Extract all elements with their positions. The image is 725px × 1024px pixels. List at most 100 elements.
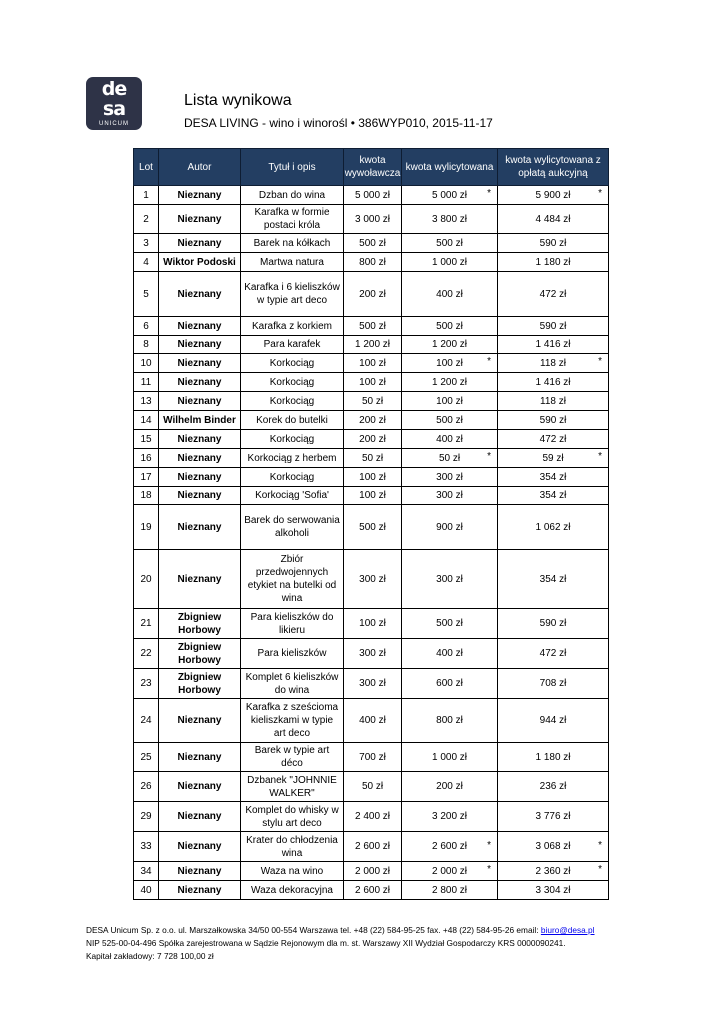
cell-wywolawcza: 1 200 zł (343, 335, 402, 354)
cell-lot: 18 (133, 486, 159, 505)
table-row: 13 Nieznany Korkociąg 50 zł 100 zł 118 zł (133, 391, 609, 411)
cell-wywolawcza: 100 zł (343, 608, 402, 639)
z-oplata-text: 590 zł (539, 237, 567, 249)
table-header-row: Lot Autor Tytuł i opis kwota wywoławcza … (133, 148, 609, 186)
tytul-text: Dzban do wina (258, 189, 326, 201)
cell-wywolawcza: 2 400 zł (343, 801, 402, 832)
cell-tytul: Korkociąg (240, 429, 344, 449)
cell-tytul: Para karafek (240, 335, 344, 354)
cell-autor: Zbigniew Horbowy (158, 638, 241, 669)
page-subtitle: DESA LIVING - wino i winorośl • 386WYP01… (184, 116, 493, 130)
lot-text: 14 (140, 414, 152, 426)
wywolawcza-text: 2 400 zł (354, 811, 391, 822)
page-title: Lista wynikowa (184, 92, 292, 109)
wylicytowana-text: 800 zł (436, 715, 463, 726)
cell-autor: Nieznany (158, 771, 241, 802)
autor-text: Nieznany (177, 357, 222, 369)
autor-text: Nieznany (177, 452, 222, 464)
cell-wylicytowana: 300 zł (401, 486, 498, 505)
autor-text: Nieznany (177, 395, 222, 407)
z-oplata-text: 944 zł (539, 715, 567, 726)
wylicytowana-text: 600 zł (436, 678, 463, 689)
wylicytowana-text: 1 000 zł (431, 256, 468, 268)
cell-autor: Nieznany (158, 698, 241, 743)
cell-autor: Nieznany (158, 335, 241, 354)
cell-wywolawcza: 50 zł (343, 391, 402, 411)
lot-text: 13 (140, 395, 152, 407)
cell-autor: Nieznany (158, 486, 241, 505)
cell-lot: 15 (133, 429, 159, 449)
wylicytowana-text: 500 zł (436, 618, 463, 629)
cell-wylicytowana: 1 000 zł (401, 252, 498, 272)
lot-text: 17 (140, 471, 152, 483)
table-row: 26 Nieznany Dzbanek "JOHNNIE WALKER" 50 zł 2… (133, 771, 609, 802)
cell-autor: Nieznany (158, 861, 241, 881)
lot-text: 40 (140, 884, 152, 896)
wywolawcza-text: 200 zł (359, 414, 386, 426)
cell-wylicytowana: 1 200 zł (401, 372, 498, 392)
wylicytowana-text: 1 000 zł (431, 751, 468, 763)
cell-wywolawcza: 300 zł (343, 638, 402, 669)
cell-lot: 16 (133, 448, 159, 468)
wylicytowana-text: 3 800 zł (431, 213, 468, 225)
cell-wywolawcza: 200 zł (343, 429, 402, 449)
header-tytul: Tytuł i opis (240, 148, 344, 186)
wywolawcza-text: 2 600 zł (354, 841, 391, 852)
email-link[interactable]: biuro@desa.pl (540, 925, 595, 935)
cell-tytul: Karafka z sześcioma kieliszkami w typie … (240, 698, 344, 743)
autor-text: Nieznany (177, 573, 222, 585)
cell-lot: 1 (133, 185, 159, 205)
tytul-text: Korek do butelki (256, 414, 328, 426)
cell-wywolawcza: 500 zł (343, 316, 402, 336)
table-row: 21 Zbigniew Horbowy Para kieliszków do lik… (133, 608, 609, 639)
cell-tytul: Para kieliszków do likieru (240, 608, 344, 639)
cell-tytul: Komplet 6 kieliszków do wina (240, 668, 344, 699)
wylicytowana-text: 400 zł (436, 288, 463, 300)
lot-text: 15 (140, 433, 152, 445)
wylicytowana-text: 500 zł (436, 414, 463, 426)
cell-wywolawcza: 50 zł (343, 771, 402, 802)
wywolawcza-text: 300 zł (359, 678, 386, 689)
cell-tytul: Komplet do whisky w stylu art deco (240, 801, 344, 832)
cell-z-oplata: 3 304 zł (497, 880, 609, 900)
cell-wylicytowana: 400 zł (401, 638, 498, 669)
table-row: 11 Nieznany Korkociąg 100 zł 1 200 zł 1 416 z… (133, 372, 609, 392)
table-row: 17 Nieznany Korkociąg 100 zł 300 zł 354 zł (133, 467, 609, 487)
lot-text: 29 (140, 811, 152, 822)
cell-z-oplata: 236 zł (497, 771, 609, 802)
tytul-text: Krater do chłodzenia wina (246, 834, 338, 859)
autor-text: Nieznany (177, 490, 222, 501)
cell-wywolawcza: 300 zł (343, 549, 402, 609)
table-row: 20 Nieznany Zbiór przedwojennych etykiet n… (133, 549, 609, 609)
cell-autor: Nieznany (158, 831, 241, 862)
cell-wywolawcza: 100 zł (343, 486, 402, 505)
tytul-text: Korkociąg (269, 376, 315, 388)
cell-lot: 2 (133, 204, 159, 234)
wywolawcza-text: 50 zł (361, 452, 384, 464)
table-row: 19 Nieznany Barek do serwowania alkoholi 50… (133, 504, 609, 550)
cell-wywolawcza: 500 zł (343, 233, 402, 253)
cell-wywolawcza: 300 zł (343, 668, 402, 699)
tytul-text: Karafka z korkiem (251, 320, 333, 332)
cell-z-oplata: 354 zł (497, 549, 609, 609)
header-lot: Lot (133, 148, 159, 186)
wylicytowana-text: 300 zł (436, 471, 463, 483)
results-table: Lot Autor Tytuł i opis kwota wywoławcza … (133, 148, 609, 900)
table-row: 4 Wiktor Podoski Martwa natura 800 zł 1 000 … (133, 252, 609, 272)
cell-wylicytowana: 2 800 zł (401, 880, 498, 900)
autor-text: Nieznany (177, 841, 222, 852)
autor-text: Nieznany (177, 189, 222, 201)
cell-wylicytowana: 300 zł (401, 549, 498, 609)
star-marker: * (487, 864, 491, 876)
star-marker: * (598, 188, 602, 200)
cell-z-oplata: 1 062 zł (497, 504, 609, 550)
cell-tytul: Korek do butelki (240, 410, 344, 430)
z-oplata-text: 590 zł (539, 414, 567, 426)
table-row: 5 Nieznany Karafka i 6 kieliszków w typie … (133, 271, 609, 317)
wylicytowana-text: 900 zł (436, 521, 463, 533)
autor-text: Zbigniew Horbowy (177, 611, 222, 636)
cell-wywolawcza: 2 600 zł (343, 880, 402, 900)
wywolawcza-text: 3 000 zł (354, 213, 391, 225)
cell-lot: 6 (133, 316, 159, 336)
autor-text: Nieznany (177, 751, 222, 763)
